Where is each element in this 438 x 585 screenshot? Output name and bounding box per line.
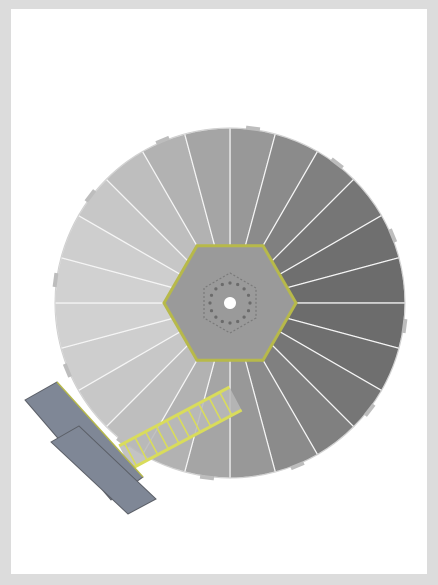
hub-bolt <box>228 321 232 325</box>
hub-bolt <box>246 309 251 313</box>
hub-bolt <box>242 287 246 291</box>
walkway-rail-bottom <box>130 408 243 471</box>
walkway-bridge <box>118 385 243 471</box>
walkway-rung <box>134 436 148 461</box>
walkway-rung <box>208 397 223 422</box>
rim-tab <box>401 318 408 334</box>
walkway-rung <box>187 408 201 433</box>
hub-bolt <box>236 282 240 287</box>
thickener-top-view-diagram <box>24 125 408 515</box>
hub-bolt <box>220 282 224 287</box>
drive-platform <box>24 381 157 515</box>
walkway-deck <box>119 387 242 469</box>
rim-tab <box>330 157 344 170</box>
walkway-rung <box>166 420 180 444</box>
access-walkway <box>118 385 243 471</box>
tank-rim <box>52 125 408 481</box>
hub-bolt <box>246 293 251 297</box>
tank-outline <box>54 127 406 479</box>
hub-bolt <box>214 287 218 291</box>
rim-tab <box>388 228 398 243</box>
hub-bolt <box>228 281 232 285</box>
rim-tab <box>155 135 170 145</box>
hub-bolt <box>248 301 252 305</box>
hub-bolt <box>209 293 214 297</box>
rim-tab <box>363 403 376 417</box>
diagram-canvas <box>11 9 427 574</box>
platform-edge-highlight <box>56 381 144 478</box>
rim-tab <box>84 189 97 203</box>
hub-bolt <box>242 315 246 319</box>
walkway-rung <box>123 442 138 467</box>
rim-tab <box>290 461 305 471</box>
hub-center-hole <box>224 297 236 309</box>
hub-bolt <box>236 319 240 324</box>
walkway-rung <box>197 403 212 427</box>
rim-tab <box>199 474 215 481</box>
hub-bolt <box>220 319 224 324</box>
walkway-rung <box>219 391 233 416</box>
walkway-rung <box>155 425 170 450</box>
walkway-rung <box>144 431 159 456</box>
hub-bolt <box>214 315 218 319</box>
rim-tab <box>52 272 59 288</box>
walkway-rung <box>176 414 191 439</box>
walkway-rail-top <box>118 385 231 448</box>
hub-bolt <box>209 309 214 313</box>
rim-tab <box>62 363 72 378</box>
platform-extension <box>50 425 157 515</box>
rim-tab <box>245 125 261 132</box>
hub-bolt <box>208 301 212 305</box>
center-hub <box>162 244 298 362</box>
